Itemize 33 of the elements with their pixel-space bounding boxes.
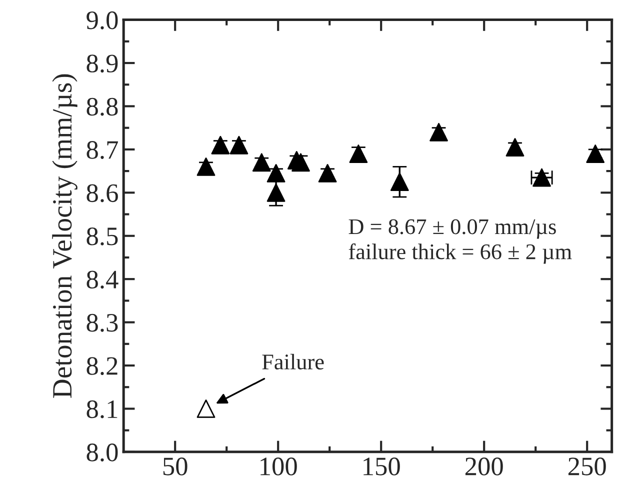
y-tick-label: 8.4 [86, 270, 118, 289]
point [196, 400, 216, 418]
x-tick-label: 200 [465, 458, 503, 476]
y-tick-label: 8.1 [86, 400, 118, 418]
x-tick-label: 250 [568, 458, 606, 476]
point [230, 136, 248, 154]
point [430, 122, 448, 142]
point [266, 183, 286, 202]
y-tick-label: 9.0 [86, 11, 118, 30]
y-axis-title: Detonation Velocity (mm/µs) [52, 74, 78, 398]
point [349, 144, 368, 163]
point [586, 144, 605, 163]
point [506, 138, 524, 156]
point [390, 172, 409, 192]
point [318, 164, 337, 182]
y-tick-label: 8.2 [86, 357, 118, 376]
y-tick-label: 8.8 [86, 98, 118, 116]
point [196, 158, 216, 176]
point [266, 164, 286, 182]
y-tick-label: 8.6 [86, 184, 118, 202]
text: 8.0 [86, 444, 118, 462]
point [211, 136, 230, 154]
annotation: D = 8.67 ± 0.07 mm/µs [348, 219, 556, 239]
point [292, 153, 310, 172]
x-tick-label: 50 [163, 458, 188, 476]
y-tick-label: 8.5 [86, 227, 118, 246]
y-tick-label: 8.7 [86, 141, 118, 159]
x-tick-label: 100 [260, 458, 297, 476]
y-tick-label: 8.3 [86, 314, 118, 332]
annotation: Failure [262, 354, 324, 370]
y-tick-label: 8.9 [86, 54, 118, 73]
annotation: failure thick = 66 ± 2 µm [348, 243, 572, 264]
x-tick-label: 150 [364, 458, 400, 476]
